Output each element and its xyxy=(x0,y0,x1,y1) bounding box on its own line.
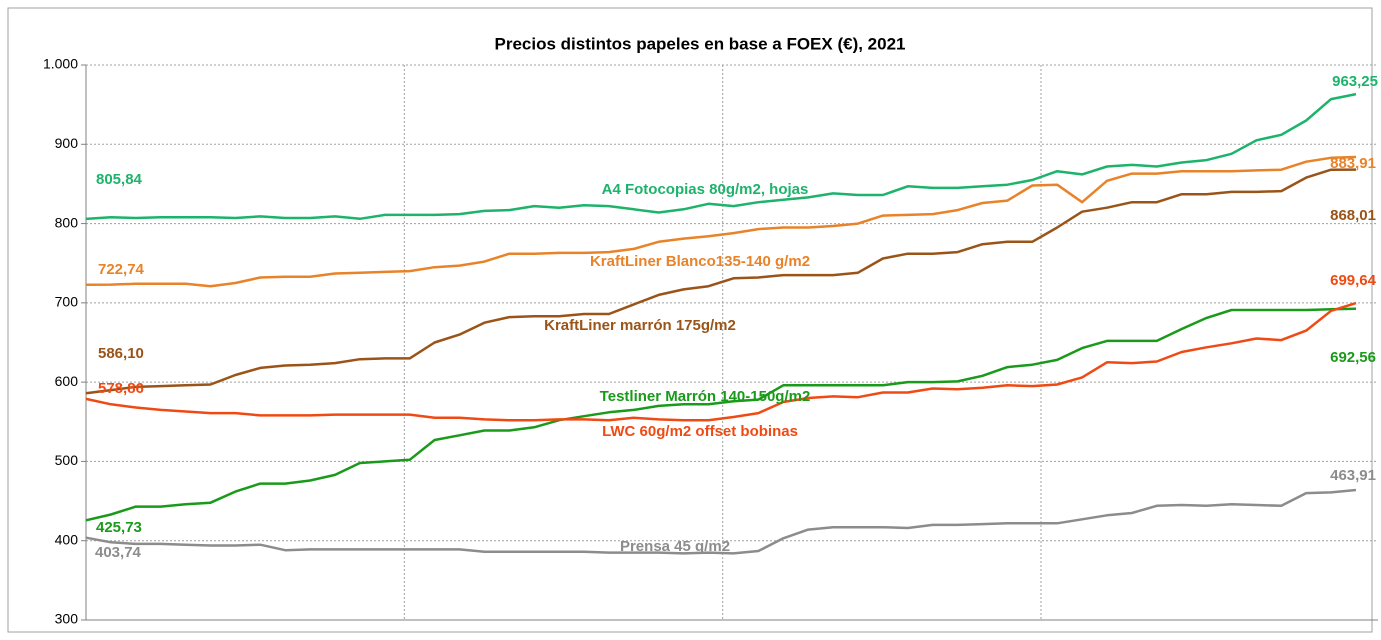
series-label: Prensa 45 g/m2 xyxy=(620,538,730,555)
value-label: 722,74 xyxy=(98,261,145,278)
value-label: 692,56 xyxy=(1330,349,1376,366)
value-label: 699,64 xyxy=(1330,272,1377,289)
series-label: KraftLiner marrón 175g/m2 xyxy=(544,317,736,334)
chart-title: Precios distintos papeles en base a FOEX… xyxy=(495,34,906,53)
value-label: 586,10 xyxy=(98,345,144,362)
series-line xyxy=(85,301,1357,422)
series-label: A4 Fotocopias 80g/m2, hojas xyxy=(602,181,809,198)
series-line xyxy=(85,307,1357,522)
series-label: KraftLiner Blanco135-140 g/m2 xyxy=(590,253,810,270)
y-tick-label: 1.000 xyxy=(43,56,78,72)
value-label: 883,91 xyxy=(1330,155,1376,172)
y-tick-label: 800 xyxy=(55,214,79,230)
series-label: LWC 60g/m2 offset bobinas xyxy=(602,423,798,440)
value-label: 963,25 xyxy=(1332,73,1378,90)
value-label: 463,91 xyxy=(1330,467,1376,484)
value-label: 425,73 xyxy=(96,519,142,536)
y-tick-label: 400 xyxy=(55,531,79,547)
chart-frame xyxy=(7,7,1373,633)
value-label: 578,86 xyxy=(98,380,144,397)
series-line xyxy=(85,92,1357,221)
y-tick-label: 700 xyxy=(55,294,79,310)
y-tick-label: 300 xyxy=(55,611,79,627)
series-line xyxy=(85,155,1357,288)
value-label: 403,74 xyxy=(95,544,142,561)
y-tick-label: 900 xyxy=(55,135,79,151)
y-tick-label: 500 xyxy=(55,452,79,468)
series-label: Testliner Marrón 140-150g/m2 xyxy=(600,388,811,405)
y-tick-label: 600 xyxy=(55,373,79,389)
series-line xyxy=(85,168,1357,395)
value-label: 805,84 xyxy=(96,171,143,188)
series-line xyxy=(85,488,1357,555)
value-label: 868,01 xyxy=(1330,207,1376,224)
